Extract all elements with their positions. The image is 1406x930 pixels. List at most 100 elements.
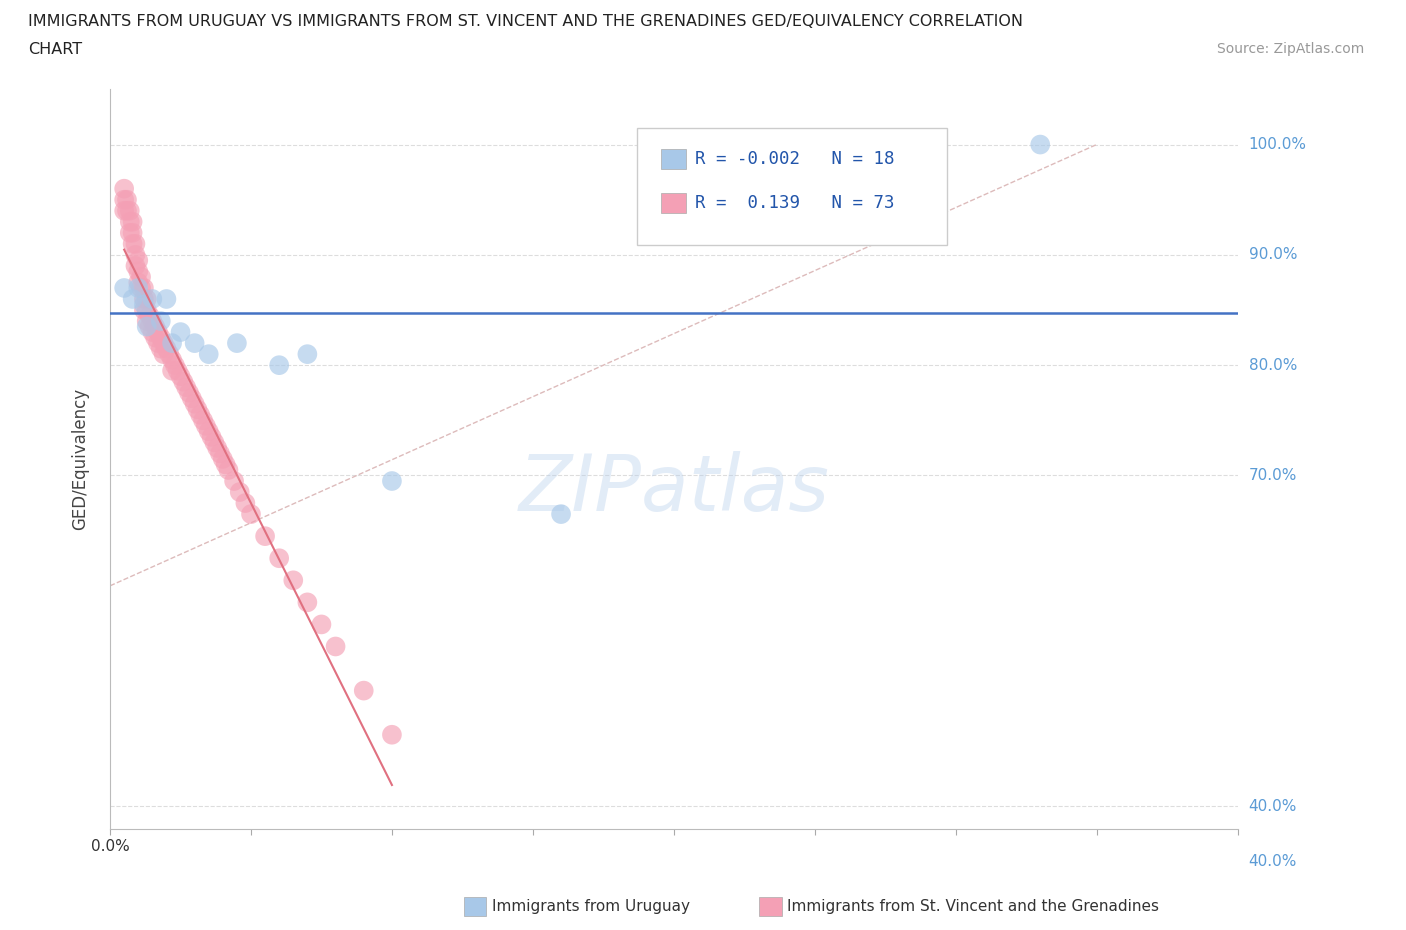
Point [118, 225, 141, 240]
Point [217, 462, 239, 477]
Point [155, 341, 177, 356]
Point [235, 496, 257, 511]
Point [166, 364, 188, 379]
Point [180, 391, 202, 405]
Point [124, 259, 146, 273]
Point [183, 336, 205, 351]
Point [226, 336, 249, 351]
Point [186, 402, 208, 417]
Text: 90.0%: 90.0% [1249, 247, 1298, 262]
Y-axis label: GED/Equivalency: GED/Equivalency [72, 388, 89, 530]
Point [205, 441, 228, 456]
Text: 40.0%: 40.0% [1249, 854, 1296, 869]
Point [129, 281, 152, 296]
Point [297, 347, 319, 362]
Point [152, 347, 174, 362]
Point [297, 595, 319, 610]
Point [124, 247, 146, 262]
Point [194, 418, 217, 433]
Point [138, 319, 160, 334]
Text: Immigrants from St. Vincent and the Grenadines: Immigrants from St. Vincent and the Gren… [787, 899, 1160, 914]
Point [141, 292, 163, 307]
Point [169, 369, 191, 384]
Point [174, 379, 197, 394]
Point [191, 413, 214, 428]
Point [177, 385, 200, 400]
Point [157, 347, 180, 362]
Point [135, 313, 157, 328]
Point [135, 302, 157, 317]
Point [155, 292, 177, 307]
Point [160, 336, 183, 351]
Point [141, 325, 163, 339]
Point [353, 684, 375, 698]
Point [127, 253, 149, 268]
Point [381, 727, 404, 742]
Point [115, 204, 138, 219]
Text: 100.0%: 100.0% [1249, 137, 1306, 153]
Point [160, 352, 183, 367]
Point [222, 473, 245, 488]
Point [149, 313, 172, 328]
Text: R =  0.139   N = 73: R = 0.139 N = 73 [695, 193, 894, 212]
Point [254, 529, 277, 544]
Point [197, 347, 219, 362]
Point [118, 204, 141, 219]
Text: R = -0.002   N = 18: R = -0.002 N = 18 [695, 150, 894, 168]
Point [112, 281, 135, 296]
Point [229, 485, 252, 499]
Point [381, 473, 404, 488]
Point [197, 424, 219, 439]
Point [183, 396, 205, 411]
Point [132, 302, 155, 317]
Point [135, 319, 157, 334]
Point [240, 507, 263, 522]
Point [188, 407, 211, 422]
Point [121, 225, 143, 240]
Point [132, 281, 155, 296]
Text: Immigrants from Uruguay: Immigrants from Uruguay [492, 899, 690, 914]
Point [172, 374, 194, 389]
Point [141, 313, 163, 328]
Text: Source: ZipAtlas.com: Source: ZipAtlas.com [1216, 42, 1364, 56]
Point [200, 430, 222, 445]
Point [146, 336, 169, 351]
Point [132, 292, 155, 307]
Point [138, 308, 160, 323]
Point [550, 507, 572, 522]
Text: 40.0%: 40.0% [1249, 799, 1296, 814]
Point [211, 451, 233, 466]
Point [121, 214, 143, 229]
Point [169, 325, 191, 339]
Point [163, 358, 186, 373]
Text: 70.0%: 70.0% [1249, 468, 1296, 483]
Point [149, 330, 172, 345]
Point [269, 358, 291, 373]
Point [311, 617, 333, 631]
Point [160, 364, 183, 379]
Point [283, 573, 305, 588]
Text: IMMIGRANTS FROM URUGUAY VS IMMIGRANTS FROM ST. VINCENT AND THE GRENADINES GED/EQ: IMMIGRANTS FROM URUGUAY VS IMMIGRANTS FR… [28, 14, 1024, 29]
Text: CHART: CHART [28, 42, 82, 57]
Point [269, 551, 291, 565]
Point [202, 435, 225, 450]
Point [127, 264, 149, 279]
Point [112, 181, 135, 196]
Point [132, 297, 155, 312]
Point [121, 236, 143, 251]
Text: 80.0%: 80.0% [1249, 358, 1296, 373]
Point [112, 204, 135, 219]
Point [124, 236, 146, 251]
Point [118, 214, 141, 229]
Point [152, 336, 174, 351]
Point [115, 193, 138, 207]
Point [112, 193, 135, 207]
Point [143, 330, 166, 345]
Point [135, 292, 157, 307]
Point [143, 319, 166, 334]
Point [1029, 137, 1052, 152]
Point [146, 325, 169, 339]
Point [127, 281, 149, 296]
Point [208, 446, 231, 461]
Point [121, 292, 143, 307]
